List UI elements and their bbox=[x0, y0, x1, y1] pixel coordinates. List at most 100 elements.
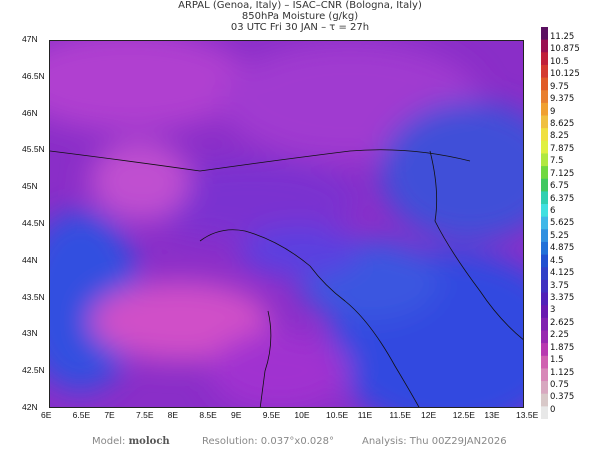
lat-tick-label: 43.5N bbox=[22, 291, 45, 302]
colorbar-segment bbox=[541, 305, 548, 319]
colorbar-label: 6 bbox=[550, 206, 556, 217]
colorbar bbox=[541, 27, 548, 419]
colorbar-label: 6.75 bbox=[550, 181, 569, 192]
colorbar-segment bbox=[541, 77, 548, 91]
colorbar-segment bbox=[541, 254, 548, 268]
lon-tick-label: 8E bbox=[167, 410, 179, 420]
colorbar-segment bbox=[541, 64, 548, 79]
lat-tick-label: 44.5N bbox=[22, 218, 45, 228]
colorbar-label: 7.125 bbox=[550, 168, 575, 179]
lat-tick-label: 45.5N bbox=[22, 144, 45, 155]
colorbar-label: 5.25 bbox=[550, 230, 569, 241]
colorbar-label: 9 bbox=[550, 106, 556, 117]
colorbar-segment bbox=[541, 204, 548, 218]
colorbar-label: 9.375 bbox=[550, 94, 575, 105]
colorbar-segment bbox=[541, 216, 548, 230]
colorbar-segment bbox=[541, 39, 548, 53]
colorbar-label: 2.625 bbox=[550, 317, 575, 328]
colorbar-label: 0.375 bbox=[550, 392, 575, 403]
colorbar-label: 8.25 bbox=[550, 131, 569, 142]
lat-tick-label: 46.5N bbox=[22, 70, 45, 81]
colorbar-segment bbox=[541, 27, 548, 41]
colorbar-label: 0.75 bbox=[550, 380, 569, 391]
colorbar-segment bbox=[541, 52, 548, 66]
colorbar-label: 2.25 bbox=[550, 330, 569, 341]
colorbar-segment bbox=[541, 343, 548, 357]
lat-tick-label: 47N bbox=[22, 34, 38, 44]
colorbar-label: 6.375 bbox=[550, 193, 575, 204]
colorbar-segment bbox=[541, 191, 548, 205]
colorbar-label: 4.5 bbox=[550, 255, 564, 266]
lon-tick-label: 10E bbox=[294, 410, 310, 420]
lat-tick-label: 44N bbox=[22, 254, 38, 265]
lat-tick-label: 43N bbox=[22, 328, 38, 339]
colorbar-segment bbox=[541, 368, 548, 382]
header-title: 850hPa Moisture (g/kg) bbox=[241, 11, 359, 22]
colorbar-segment bbox=[541, 229, 548, 243]
colorbar-segment bbox=[541, 406, 548, 419]
lon-tick-label: 6E bbox=[41, 410, 52, 420]
colorbar-segment bbox=[541, 178, 548, 192]
colorbar-segment bbox=[541, 292, 548, 306]
lon-tick-label: 11.5E bbox=[389, 410, 411, 420]
colorbar-segment bbox=[541, 330, 548, 344]
colorbar-label: 10.125 bbox=[550, 69, 580, 80]
colorbar-label: 7.875 bbox=[550, 143, 575, 154]
model-name: moloch bbox=[128, 436, 170, 447]
colorbar-label: 1.125 bbox=[550, 367, 575, 378]
moisture-field bbox=[50, 41, 523, 407]
lon-tick-label: 13E bbox=[484, 410, 500, 420]
analysis-info: Analysis: Thu 00Z29JAN2026 bbox=[362, 436, 507, 447]
colorbar-label: 1.875 bbox=[550, 342, 575, 353]
lon-tick-label: 11E bbox=[357, 410, 373, 420]
colorbar-label: 9.75 bbox=[550, 81, 569, 92]
lat-tick-label: 45N bbox=[22, 181, 38, 192]
colorbar-segment bbox=[541, 115, 548, 129]
lon-tick-label: 12.5E bbox=[452, 410, 475, 420]
resolution-info: Resolution: 0.037°x0.028° bbox=[202, 436, 334, 447]
colorbar-label: 1.5 bbox=[550, 355, 564, 366]
colorbar-label: 5.625 bbox=[550, 218, 575, 229]
colorbar-segment bbox=[541, 128, 548, 142]
lon-tick-label: 8.5E bbox=[199, 410, 217, 420]
moisture-map bbox=[49, 40, 524, 408]
lat-tick-label: 46N bbox=[22, 107, 38, 118]
colorbar-segment bbox=[541, 381, 548, 395]
model-label: Model: bbox=[92, 436, 126, 447]
colorbar-label: 8.625 bbox=[550, 119, 575, 129]
lat-tick-label: 42.5N bbox=[22, 365, 45, 376]
colorbar-segment bbox=[541, 140, 548, 154]
colorbar-segment bbox=[541, 102, 548, 117]
colorbar-segment bbox=[541, 317, 548, 331]
lon-tick-label: 7.5E bbox=[136, 410, 154, 420]
colorbar-label: 0 bbox=[550, 404, 556, 415]
lon-tick-label: 7E bbox=[104, 410, 115, 420]
header-time: 03 UTC Fri 30 JAN – τ = 27h bbox=[230, 22, 370, 33]
colorbar-segment bbox=[541, 90, 548, 104]
colorbar-segment bbox=[541, 241, 548, 256]
colorbar-segment bbox=[541, 153, 548, 167]
colorbar-segment bbox=[541, 279, 548, 294]
colorbar-segment bbox=[541, 393, 548, 407]
colorbar-label: 3 bbox=[550, 305, 556, 316]
colorbar-label: 3.375 bbox=[550, 293, 575, 304]
colorbar-label: 4.125 bbox=[550, 268, 575, 279]
lon-tick-label: 9.5E bbox=[262, 410, 281, 420]
colorbar-label: 7.5 bbox=[550, 156, 564, 167]
colorbar-segment bbox=[541, 355, 548, 369]
lon-tick-label: 12E bbox=[421, 410, 437, 420]
lon-tick-label: 9E bbox=[231, 410, 242, 420]
colorbar-label: 10.875 bbox=[550, 44, 580, 55]
colorbar-label: 3.75 bbox=[550, 280, 569, 291]
colorbar-segment bbox=[541, 166, 548, 180]
header-line-1: ARPAL (Genoa, Italy) – ISAC–CNR (Bologna… bbox=[178, 0, 422, 11]
colorbar-segment bbox=[541, 267, 548, 281]
colorbar-label: 10.5 bbox=[550, 56, 569, 67]
lat-tick-label: 42N bbox=[22, 402, 38, 412]
lon-tick-label: 13.5E bbox=[516, 410, 539, 420]
model-info: Model: moloch bbox=[92, 436, 170, 447]
lon-tick-label: 6.5E bbox=[72, 410, 91, 420]
lon-tick-label: 10.5E bbox=[326, 410, 349, 420]
colorbar-label: 11.25 bbox=[550, 32, 575, 42]
colorbar-label: 4.875 bbox=[550, 243, 575, 254]
